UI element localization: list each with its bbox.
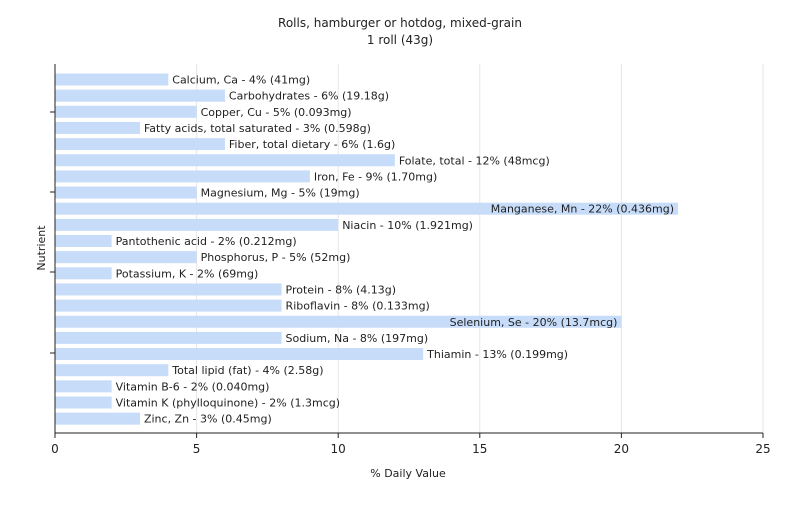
x-tick-label-1: 5 xyxy=(193,442,201,456)
x-axis-label: % Daily Value xyxy=(370,467,446,480)
x-tick-label-5: 25 xyxy=(755,442,770,456)
bar-9 xyxy=(55,218,339,231)
bar-15 xyxy=(55,315,622,328)
bar-label-13: Protein - 8% (4.13g) xyxy=(286,283,397,296)
bar-1 xyxy=(55,89,225,102)
bar-label-5: Folate, total - 12% (48mcg) xyxy=(399,154,550,167)
bar-label-18: Total lipid (fat) - 4% (2.58g) xyxy=(171,364,323,377)
bar-label-4: Fiber, total dietary - 6% (1.6g) xyxy=(229,138,395,151)
bar-label-12: Potassium, K - 2% (69mg) xyxy=(116,267,259,280)
bar-7 xyxy=(55,186,197,199)
bar-label-8: Manganese, Mn - 22% (0.436mg) xyxy=(491,203,674,216)
bar-20 xyxy=(55,396,112,409)
bar-label-16: Sodium, Na - 8% (197mg) xyxy=(286,332,429,345)
bar-label-14: Riboflavin - 8% (0.133mg) xyxy=(286,300,430,313)
bar-21 xyxy=(55,412,140,425)
bar-label-17: Thiamin - 13% (0.199mg) xyxy=(426,348,568,361)
bar-label-21: Zinc, Zn - 3% (0.45mg) xyxy=(144,413,272,426)
bars: Calcium, Ca - 4% (41mg) Carbohydrates - 6… xyxy=(55,73,679,426)
chart-subtitle: 1 roll (43g) xyxy=(367,33,433,47)
bar-8 xyxy=(55,202,679,215)
x-ticks: 0 5 10 15 20 25 xyxy=(51,433,771,456)
bar-label-20: Vitamin K (phylloquinone) - 2% (1.3mcg) xyxy=(116,397,340,410)
bar-13 xyxy=(55,283,282,296)
bar-label-10: Pantothenic acid - 2% (0.212mg) xyxy=(116,235,297,248)
bar-6 xyxy=(55,170,310,183)
bar-19 xyxy=(55,380,112,393)
bar-label-0: Calcium, Ca - 4% (41mg) xyxy=(172,74,310,87)
bar-0 xyxy=(55,73,169,86)
x-tick-label-2: 10 xyxy=(331,442,346,456)
bar-14 xyxy=(55,299,282,312)
y-axis-label: Nutrient xyxy=(35,225,48,271)
x-tick-label-4: 20 xyxy=(614,442,629,456)
bar-label-2: Copper, Cu - 5% (0.093mg) xyxy=(201,106,352,119)
x-tick-label-0: 0 xyxy=(51,442,59,456)
chart-title: Rolls, hamburger or hotdog, mixed-grain xyxy=(278,16,522,30)
gridlines xyxy=(196,64,764,433)
axes xyxy=(50,64,763,434)
bar-label-9: Niacin - 10% (1.921mg) xyxy=(342,219,473,232)
bar-label-11: Phosphorus, P - 5% (52mg) xyxy=(201,251,351,264)
bar-label-3: Fatty acids, total saturated - 3% (0.598… xyxy=(144,122,371,135)
bar-10 xyxy=(55,235,112,247)
bar-3 xyxy=(55,121,140,134)
bar-label-19: Vitamin B-6 - 2% (0.040mg) xyxy=(116,380,270,393)
bar-12 xyxy=(55,267,112,280)
bar-5 xyxy=(55,154,395,167)
bar-2 xyxy=(55,105,197,118)
bar-label-7: Magnesium, Mg - 5% (19mg) xyxy=(201,187,360,200)
bar-17 xyxy=(55,348,424,361)
x-tick-label-3: 15 xyxy=(472,442,487,456)
bar-4 xyxy=(55,138,225,151)
bar-16 xyxy=(55,331,282,344)
bar-18 xyxy=(55,364,169,377)
bar-11 xyxy=(55,251,197,264)
bar-label-6: Iron, Fe - 9% (1.70mg) xyxy=(314,170,437,183)
bar-label-15: Selenium, Se - 20% (13.7mcg) xyxy=(450,316,618,329)
bar-label-1: Carbohydrates - 6% (19.18g) xyxy=(229,90,389,103)
